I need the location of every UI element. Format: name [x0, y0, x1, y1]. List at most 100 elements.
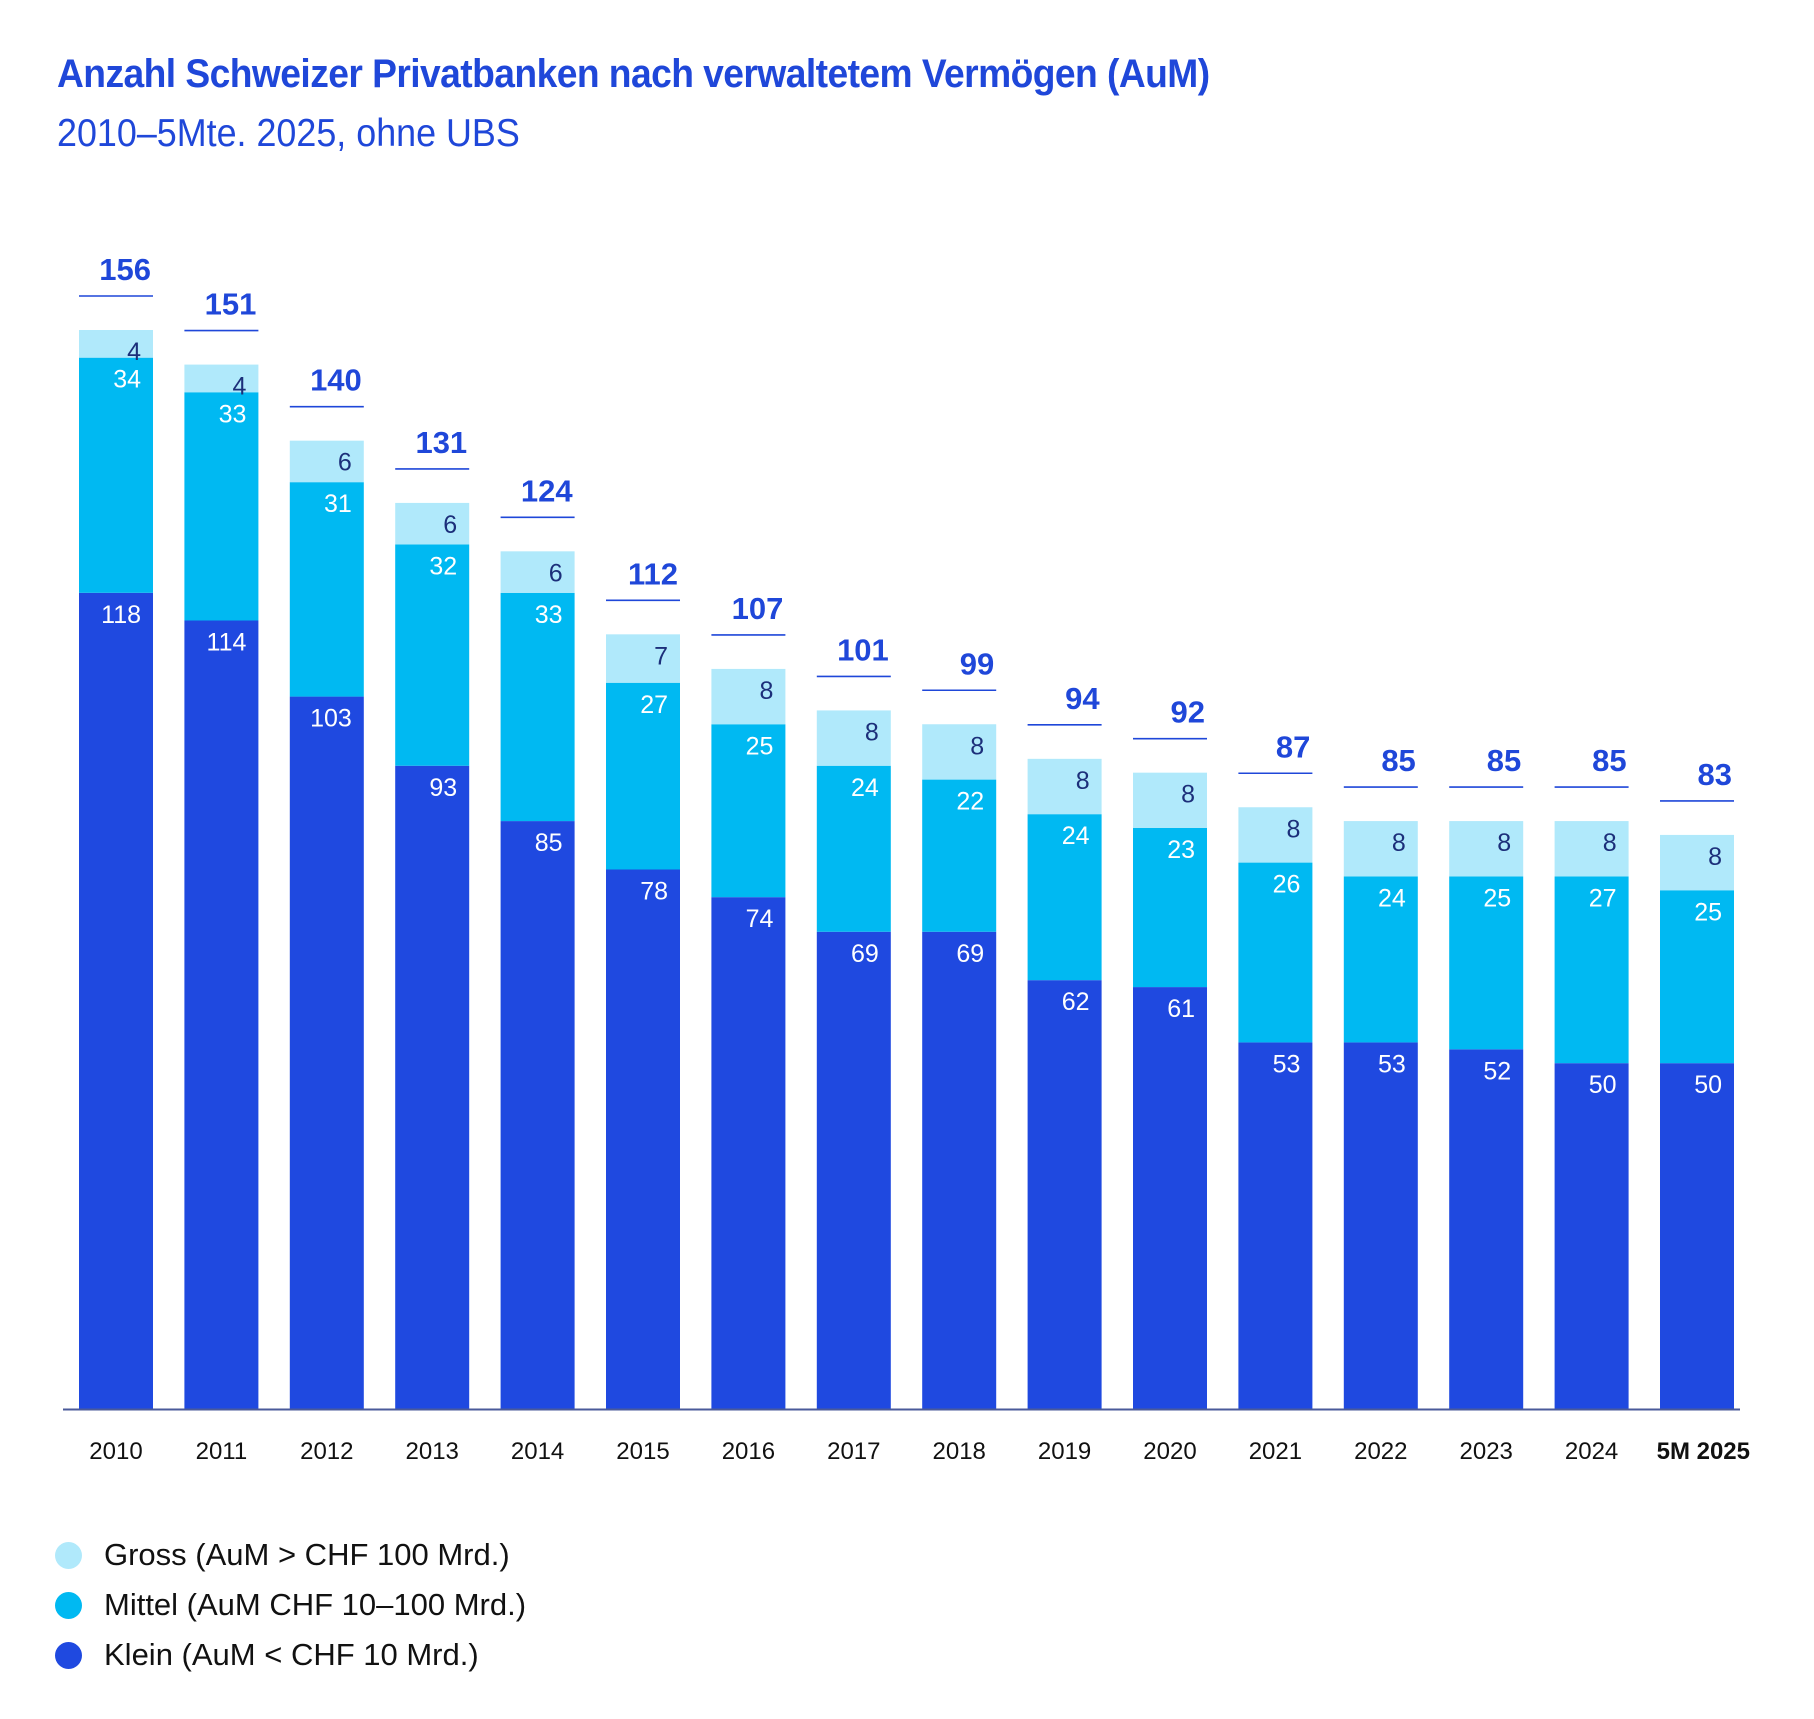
x-tick-label: 2022	[1354, 1438, 1407, 1465]
data-label-gross: 8	[865, 718, 879, 746]
data-label-klein: 69	[851, 940, 879, 968]
bar-segment-klein	[816, 931, 891, 1409]
bar-segment-mittel	[1554, 876, 1629, 1064]
total-label: 83	[1698, 757, 1732, 792]
x-tick-label: 2023	[1460, 1438, 1513, 1465]
data-label-mittel: 24	[851, 774, 879, 802]
data-label-mittel: 31	[324, 490, 352, 518]
bar-segment-klein	[1660, 1063, 1734, 1409]
data-label-gross: 4	[232, 373, 246, 401]
x-tick-label: 2011	[196, 1438, 248, 1465]
bar-segment-mittel	[289, 482, 364, 697]
bar-segment-gross	[816, 710, 891, 766]
bar-segment-mittel	[606, 682, 680, 870]
bar-segment-gross	[79, 330, 153, 358]
legend-item-klein: Klein (AuM < CHF 10 Mrd.)	[55, 1630, 526, 1680]
data-label-klein: 61	[1167, 995, 1195, 1023]
bar-segment-klein	[500, 821, 575, 1409]
bar-segment-mittel	[1027, 814, 1102, 981]
data-label-klein: 85	[535, 829, 563, 857]
data-label-gross: 6	[338, 449, 352, 477]
bar-segment-gross	[1449, 821, 1524, 877]
data-label-mittel: 34	[113, 366, 141, 394]
data-label-mittel: 25	[1694, 898, 1722, 926]
data-label-mittel: 25	[1483, 884, 1511, 912]
data-label-mittel: 24	[1378, 884, 1406, 912]
bar-segment-klein	[922, 931, 997, 1409]
data-label-mittel: 24	[1062, 822, 1090, 850]
total-label: 131	[415, 425, 467, 460]
data-label-gross: 8	[759, 677, 773, 705]
total-label: 140	[310, 363, 362, 398]
data-label-klein: 53	[1273, 1050, 1301, 1078]
bar-segment-mittel	[711, 724, 786, 898]
data-label-mittel: 32	[429, 552, 457, 580]
x-tick-label: 2020	[1143, 1438, 1196, 1465]
data-label-klein: 52	[1483, 1057, 1511, 1085]
stacked-bar-chart: 1183441562010114334151201110331614020129…	[63, 252, 1750, 1465]
x-tick-label: 2013	[406, 1438, 459, 1465]
data-label-mittel: 23	[1167, 836, 1195, 864]
x-tick-label: 2024	[1565, 1438, 1618, 1465]
x-tick-label: 5M 2025	[1657, 1438, 1750, 1465]
bar-segment-gross	[289, 440, 364, 483]
bar-segment-gross	[500, 551, 575, 593]
total-label: 85	[1592, 743, 1626, 778]
bar-segment-gross	[922, 724, 997, 780]
legend-label-mittel: Mittel (AuM CHF 10–100 Mrd.)	[104, 1587, 527, 1622]
bar-segment-gross	[1343, 821, 1418, 877]
total-label: 107	[732, 591, 784, 626]
data-label-gross: 4	[127, 338, 141, 366]
data-label-klein: 53	[1378, 1050, 1406, 1078]
bar-segment-gross	[606, 634, 680, 683]
legend-item-mittel: Mittel (AuM CHF 10–100 Mrd.)	[55, 1580, 526, 1630]
bar-segment-mittel	[1660, 890, 1734, 1064]
bar-segment-mittel	[395, 544, 470, 766]
legend-swatch-mittel-icon	[55, 1591, 82, 1619]
x-tick-label: 2021	[1249, 1438, 1302, 1465]
legend-label-gross: Gross (AuM > CHF 100 Mrd.)	[104, 1537, 510, 1572]
legend-swatch-gross-icon	[55, 1541, 82, 1569]
data-label-klein: 69	[956, 940, 984, 968]
data-label-gross: 8	[1603, 829, 1617, 857]
total-label: 94	[1065, 681, 1100, 716]
x-tick-label: 2010	[89, 1438, 142, 1465]
data-label-gross: 8	[1286, 815, 1300, 843]
data-label-mittel: 22	[956, 788, 984, 816]
bar-segment-gross	[711, 668, 786, 725]
bar-segment-gross	[1238, 807, 1313, 863]
data-label-mittel: 26	[1273, 871, 1301, 899]
data-label-gross: 6	[443, 511, 457, 539]
data-label-gross: 8	[1181, 781, 1195, 809]
data-label-klein: 50	[1589, 1071, 1617, 1099]
data-label-mittel: 27	[1589, 884, 1617, 912]
x-tick-label: 2017	[827, 1438, 880, 1465]
bar-segment-klein	[1133, 987, 1207, 1409]
bar-segment-mittel	[816, 765, 891, 932]
bar-segment-klein	[1027, 980, 1102, 1409]
bar-segment-mittel	[1343, 876, 1418, 1043]
chart-title: Anzahl Schweizer Privatbanken nach verwa…	[57, 52, 1210, 96]
data-label-mittel: 25	[746, 732, 774, 760]
bar-segment-klein	[1343, 1042, 1418, 1409]
x-tick-label: 2016	[722, 1438, 775, 1465]
total-label: 92	[1171, 695, 1205, 730]
chart-subtitle: 2010–5Mte. 2025, ohne UBS	[57, 112, 520, 155]
data-label-klein: 74	[746, 905, 774, 933]
bar-segment-mittel	[922, 779, 997, 932]
bar-segment-klein	[711, 897, 786, 1409]
bar-segment-klein	[79, 592, 153, 1409]
data-label-gross: 8	[970, 732, 984, 760]
total-label: 151	[205, 287, 257, 322]
legend-label-klein: Klein (AuM < CHF 10 Mrd.)	[104, 1637, 479, 1672]
bar-segment-mittel	[1449, 876, 1524, 1050]
bar-segment-gross	[184, 364, 259, 393]
total-label: 85	[1487, 743, 1521, 778]
bar-segment-gross	[1133, 772, 1207, 828]
data-label-klein: 93	[429, 774, 457, 802]
data-label-gross: 8	[1392, 829, 1406, 857]
data-label-mittel: 33	[219, 400, 247, 428]
x-tick-label: 2014	[511, 1438, 564, 1465]
bar-segment-klein	[184, 620, 259, 1409]
bar-segment-klein	[1449, 1049, 1524, 1409]
